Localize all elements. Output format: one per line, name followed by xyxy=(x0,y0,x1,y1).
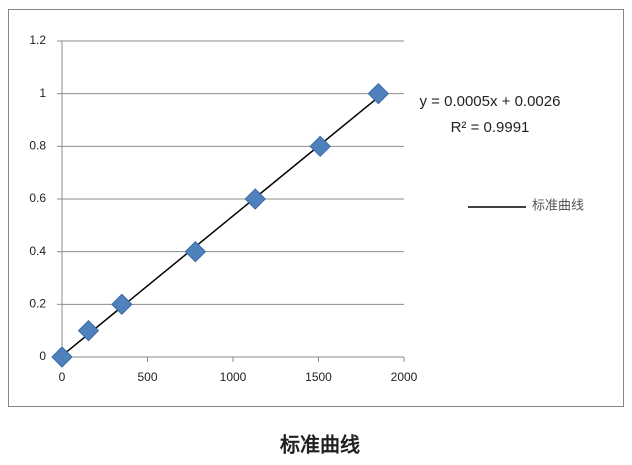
y-tick-label: 0.6 xyxy=(29,191,46,205)
y-tick-label: 1.2 xyxy=(29,33,46,47)
y-tick-label: 0 xyxy=(39,349,46,363)
y-tick-label: 1 xyxy=(39,86,46,100)
marker xyxy=(111,293,133,316)
trendline-r-squared: R² = 0.9991 xyxy=(451,119,530,136)
chart-title: 标准曲线 xyxy=(280,432,360,456)
x-tick-label: 0 xyxy=(59,370,66,384)
trendline xyxy=(61,96,379,357)
marker xyxy=(244,188,266,210)
y-tick-label: 0.4 xyxy=(29,244,46,258)
marker xyxy=(51,346,73,368)
marker xyxy=(309,135,331,158)
legend-label: 标准曲线 xyxy=(532,197,584,212)
marker xyxy=(367,82,390,105)
chart-frame xyxy=(8,9,624,407)
x-tick-label: 500 xyxy=(137,370,157,384)
x-tick-label: 1500 xyxy=(305,370,332,384)
marker xyxy=(184,240,207,263)
trendline-equation: y = 0.0005x + 0.0026 xyxy=(420,93,561,110)
x-tick-label: 2000 xyxy=(391,370,418,384)
y-tick-label: 0.8 xyxy=(29,139,46,153)
y-tick-label: 0.2 xyxy=(29,297,46,311)
x-tick-label: 1000 xyxy=(220,370,247,384)
marker xyxy=(77,319,100,342)
